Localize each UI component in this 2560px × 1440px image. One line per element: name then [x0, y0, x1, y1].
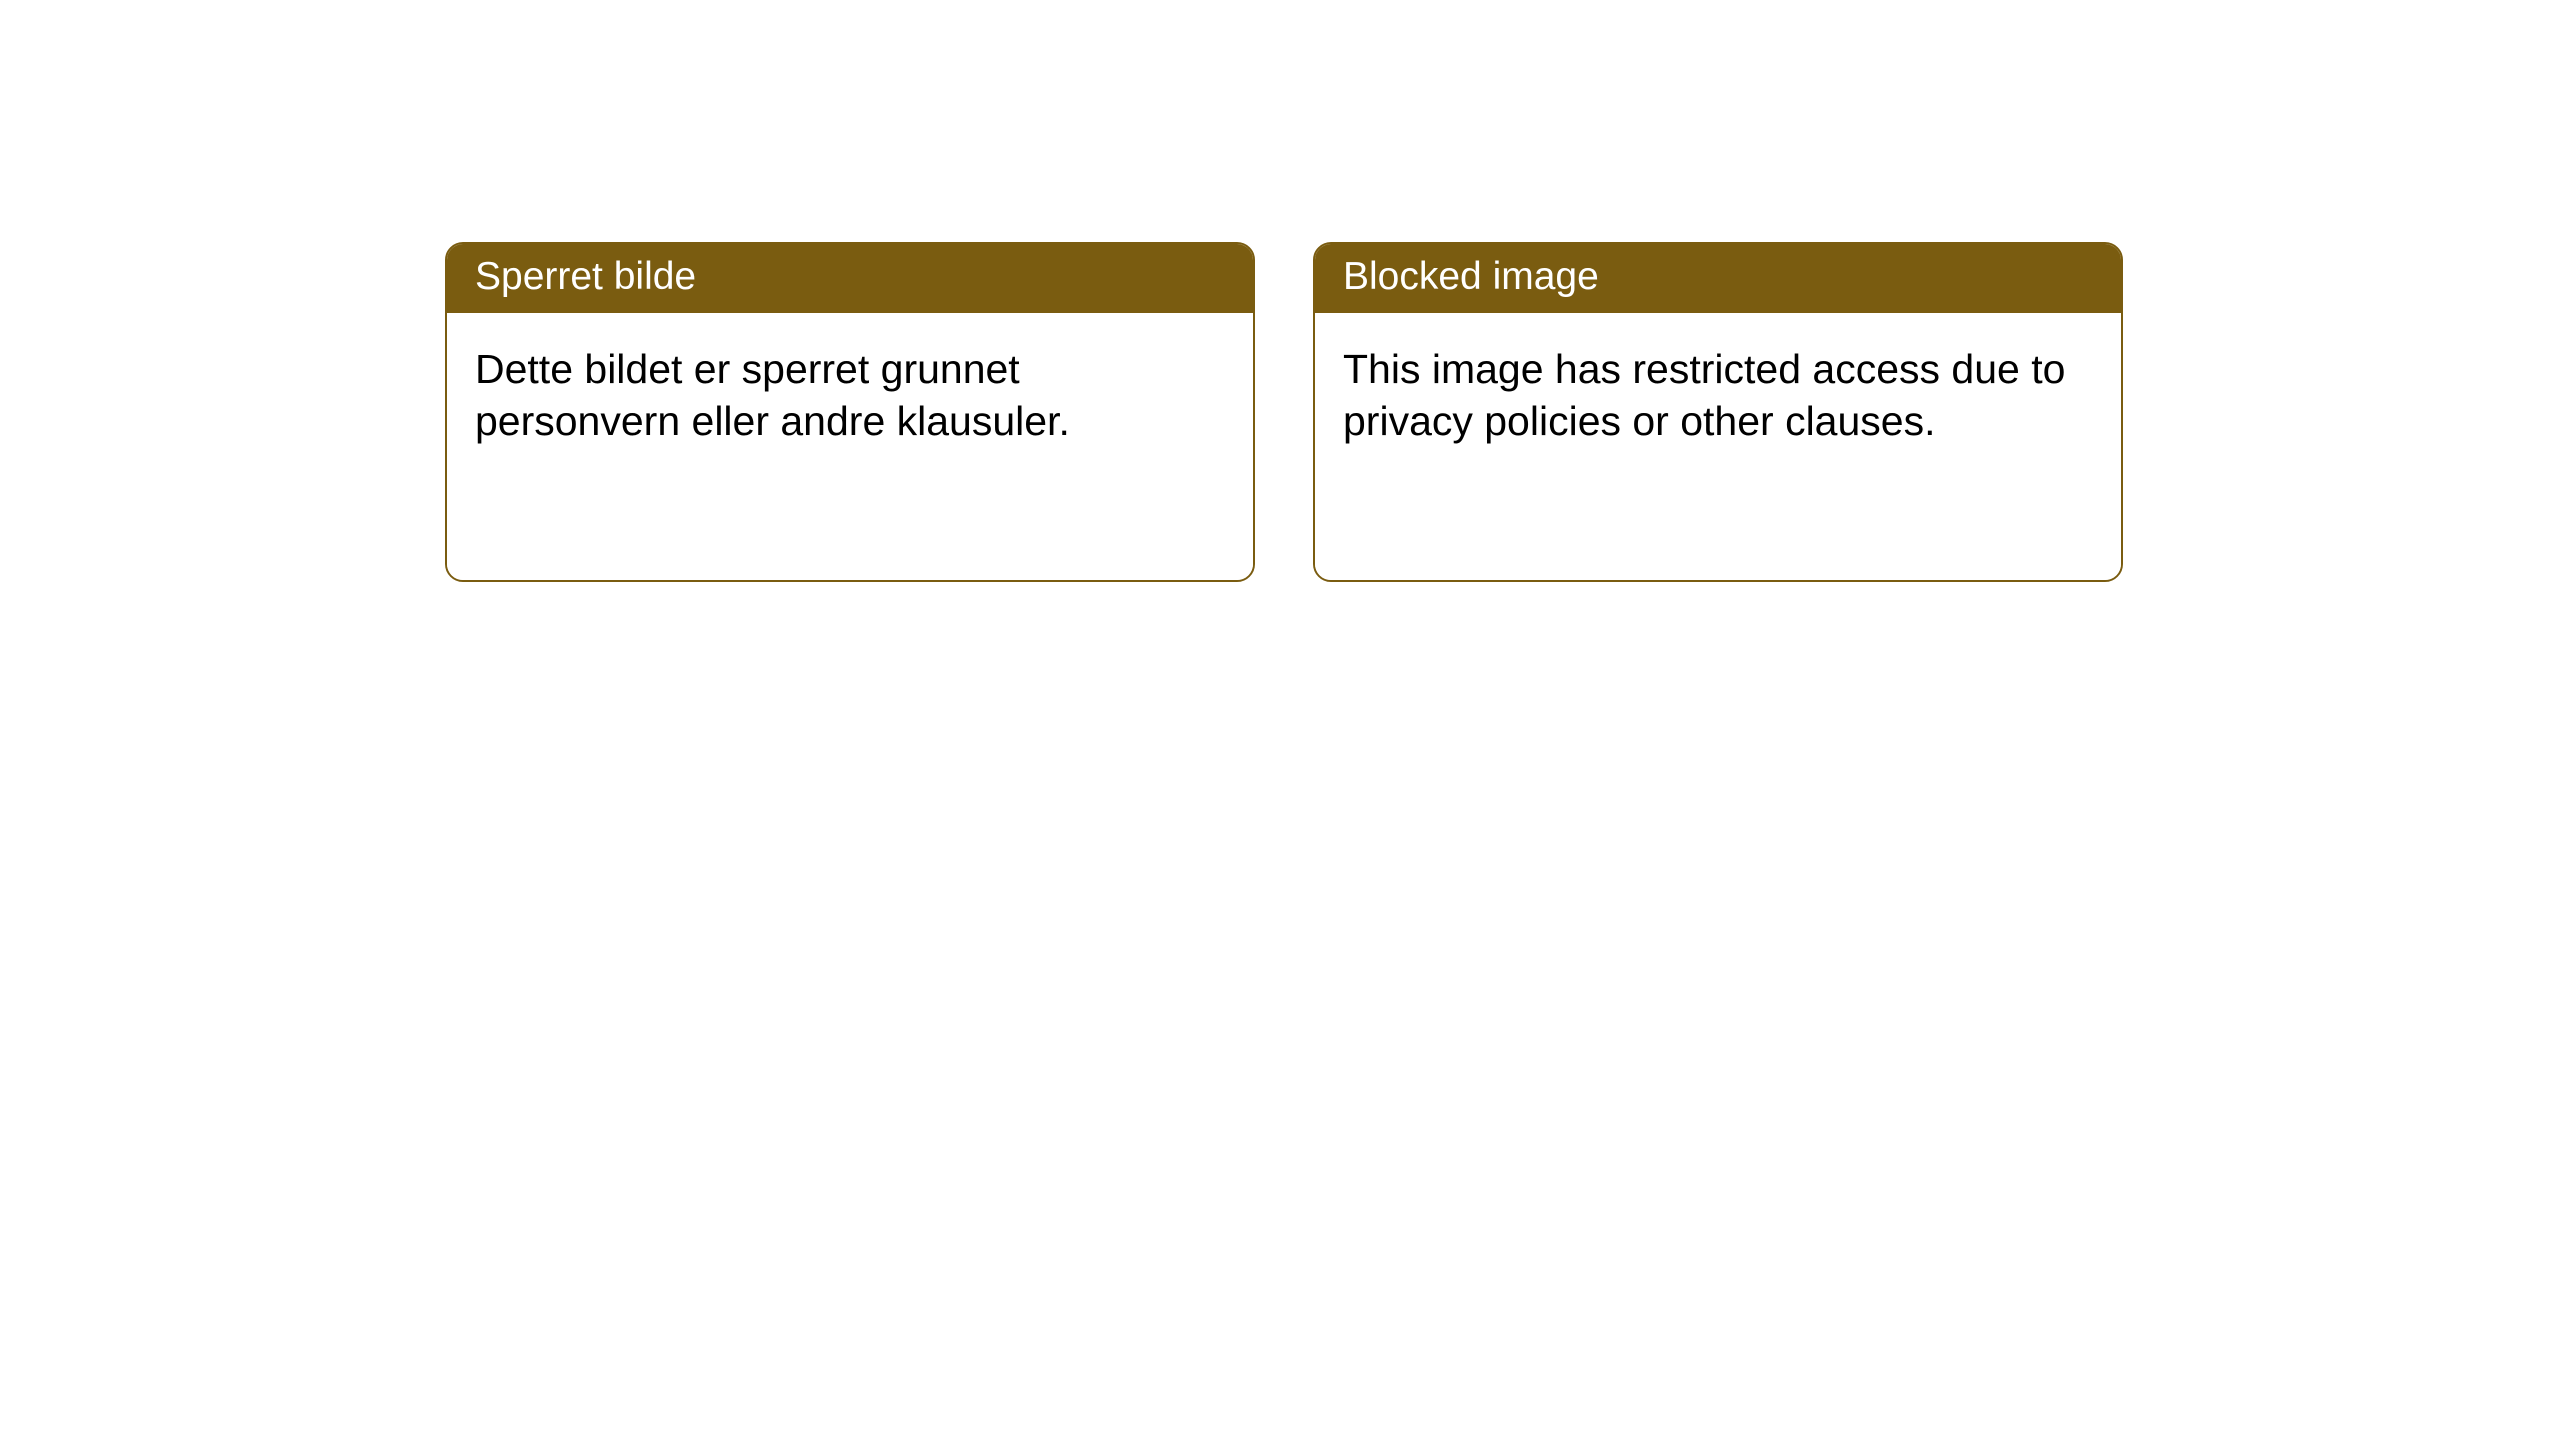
notice-cards-container: Sperret bilde Dette bildet er sperret gr…	[445, 242, 2123, 582]
notice-card-title: Sperret bilde	[447, 244, 1253, 313]
notice-card-no: Sperret bilde Dette bildet er sperret gr…	[445, 242, 1255, 582]
notice-card-title: Blocked image	[1315, 244, 2121, 313]
notice-card-body: Dette bildet er sperret grunnet personve…	[447, 313, 1253, 580]
notice-card-en: Blocked image This image has restricted …	[1313, 242, 2123, 582]
notice-card-body: This image has restricted access due to …	[1315, 313, 2121, 580]
